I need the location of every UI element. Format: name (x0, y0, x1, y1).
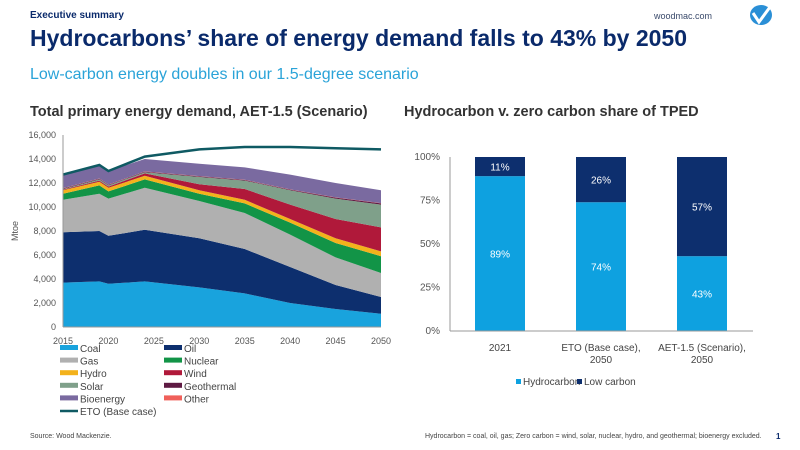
x-tick-label: 2030 (189, 336, 209, 346)
legend-label-nuclear: Nuclear (184, 357, 219, 368)
x-tick-label: 2025 (144, 336, 164, 346)
woodmac-logo-icon (750, 5, 772, 25)
area-gas (63, 187, 381, 297)
legend-swatch-bioenergy (60, 395, 78, 401)
y-tick-label: 0% (426, 326, 441, 337)
left-chart-title: Total primary energy demand, AET-1.5 (Sc… (30, 104, 368, 120)
data-label: 11% (490, 163, 509, 174)
area-geothermal (63, 171, 381, 205)
bar-hydrocarbon (475, 176, 525, 331)
y-tick-label: 25% (420, 283, 440, 294)
x-tick-label: 2050 (590, 355, 613, 366)
legend-label-coal: Coal (80, 344, 101, 355)
y-tick-label: 0 (51, 322, 56, 332)
y-tick-label: 6,000 (33, 250, 56, 260)
kicker: Executive summary (30, 10, 124, 21)
page-title: Hydrocarbons’ share of energy demand fal… (30, 25, 688, 51)
area-nuclear (63, 179, 381, 273)
right-chart-title: Hydrocarbon v. zero carbon share of TPED (404, 104, 699, 120)
footnote: Hydrocarbon = coal, oil, gas; Zero carbo… (425, 433, 762, 440)
eto-base-case-line (62, 145, 382, 176)
y-tick-label: 75% (420, 196, 440, 207)
y-tick-label: 8,000 (33, 226, 56, 236)
legend-swatch-wind (164, 370, 182, 376)
legend-swatch-other (164, 395, 182, 401)
legend-label-eto: ETO (Base case) (80, 407, 157, 418)
legend-swatch-gas (60, 357, 78, 363)
legend-label-gas: Gas (80, 357, 98, 368)
bar-hydrocarbon (576, 202, 626, 331)
area-solar (63, 172, 381, 228)
x-tick-label: AET-1.5 (Scenario), (658, 343, 746, 354)
legend-swatch-solar (60, 382, 78, 388)
bar-low-carbon (576, 157, 626, 203)
legend-label-solar: Solar (80, 382, 104, 393)
energy-demand-area-chart: 0 2,000 4,000 6,000 8,000 10,000 12,000 14,000 1… (10, 130, 391, 418)
area-coal (63, 281, 381, 327)
y-tick-label: 16,000 (28, 130, 56, 140)
x-tick-label: 2035 (235, 336, 255, 346)
data-label: 26% (591, 176, 611, 187)
x-tick-label: ETO (Base case), (561, 343, 640, 354)
area-bioenergy (63, 159, 381, 204)
data-label: 43% (692, 290, 712, 301)
legend-swatch-nuclear (164, 357, 182, 363)
legend-label-hydrocarbon: Hydrocarbon (523, 377, 580, 388)
legend-swatch-hydrocarbon (516, 379, 521, 384)
y-tick-label: 12,000 (28, 178, 56, 188)
legend-label-hydro: Hydro (80, 369, 107, 380)
legend-label-geothermal: Geothermal (184, 382, 236, 393)
x-tick-label: 2050 (371, 336, 391, 346)
data-label: 57% (692, 203, 712, 214)
y-tick-label: 2,000 (33, 298, 56, 308)
x-tick-label: 2020 (98, 336, 118, 346)
y-tick-label: 10,000 (28, 202, 56, 212)
legend-swatch-low-carbon (577, 379, 582, 384)
legend-label-wind: Wind (184, 369, 207, 380)
x-tick-label: 2045 (326, 336, 346, 346)
legend-label-low-carbon: Low carbon (584, 377, 636, 388)
legend-label-bioenergy: Bioenergy (80, 394, 125, 405)
bar-hydrocarbon (677, 256, 727, 331)
area-wind (63, 173, 381, 252)
x-tick-label: 2040 (280, 336, 300, 346)
y-tick-label: 50% (420, 239, 440, 250)
legend-label-other: Other (184, 394, 210, 405)
data-label: 74% (591, 263, 611, 274)
area-oil (63, 229, 381, 314)
legend-swatch-geothermal (164, 382, 182, 388)
y-axis-label: Mtoe (10, 221, 20, 241)
bar-low-carbon (677, 157, 727, 257)
bar-low-carbon (475, 157, 525, 177)
x-tick-label: 2021 (489, 343, 512, 354)
site-link[interactable]: woodmac.com (654, 11, 713, 21)
share-bar-chart: 0% 25% 50% 75% 100% 89% 11% 2021 74% 26% ETO (Base… (414, 152, 753, 388)
legend-swatch-hydro (60, 370, 78, 376)
source-note: Source: Wood Mackenzie. (30, 433, 112, 440)
data-label: 89% (490, 250, 510, 261)
page-number: 1 (776, 432, 781, 441)
y-tick-label: 14,000 (28, 154, 56, 164)
legend-swatch-coal (60, 345, 78, 350)
x-tick-label: 2050 (691, 355, 714, 366)
page-subtitle: Low-carbon energy doubles in our 1.5-deg… (30, 66, 419, 83)
y-tick-label: 100% (414, 152, 440, 163)
y-tick-label: 4,000 (33, 274, 56, 284)
legend-label-oil: Oil (184, 344, 196, 355)
area-hydro (63, 175, 381, 257)
x-tick-label: 2015 (53, 336, 73, 346)
legend-swatch-oil (164, 345, 182, 350)
